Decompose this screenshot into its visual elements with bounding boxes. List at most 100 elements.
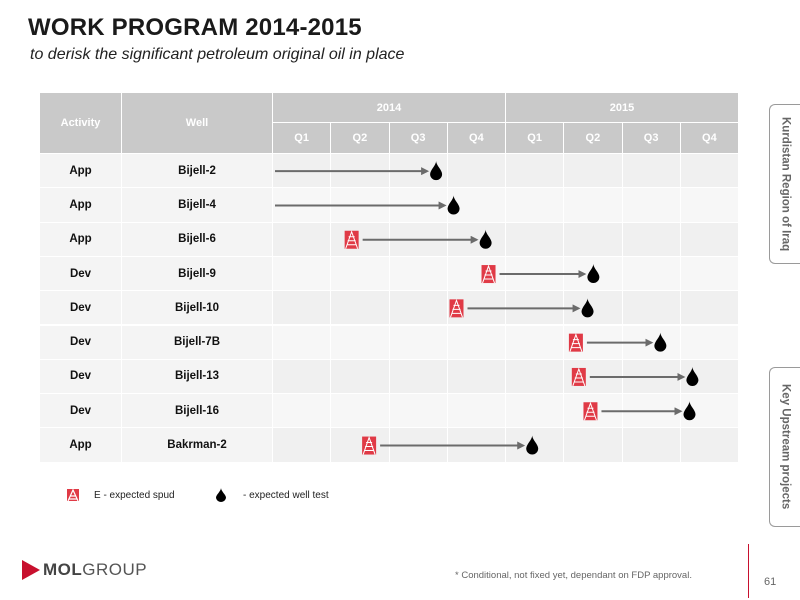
row-well: Bijell-4: [122, 188, 273, 223]
header-quarter: Q2: [564, 123, 623, 154]
header-well: Well: [122, 93, 273, 154]
timeline-cell: [680, 188, 739, 223]
header-quarter: Q1: [273, 123, 332, 154]
timeline-cell: [389, 325, 448, 360]
timeline-cell: [506, 188, 565, 223]
header-quarter: Q4: [680, 123, 739, 154]
well-test-drop-icon: [447, 195, 460, 215]
page-number: 61: [764, 576, 777, 588]
timeline-cell: [680, 256, 739, 292]
well-test-drop-icon: [581, 298, 594, 318]
timeline-cell: [506, 154, 565, 189]
timeline-cell: [564, 428, 623, 463]
row-activity: Dev: [40, 325, 122, 360]
row-well: Bijell-16: [122, 394, 273, 429]
mol-group-logo: MOLGROUP: [22, 560, 147, 580]
timeline-cell: [273, 394, 332, 429]
row-well: Bijell-10: [122, 291, 273, 326]
timeline-cell: [680, 428, 739, 463]
timeline-cell: [680, 222, 739, 257]
well-test-drop-icon: [587, 264, 600, 284]
timeline-cell: [273, 291, 332, 326]
spud-rig-icon: [449, 298, 464, 318]
well-test-drop-icon: [430, 161, 443, 181]
legend-spud: E - expected spud: [66, 488, 175, 502]
timeline-cell: [564, 188, 623, 223]
timeline-cell: [331, 359, 390, 395]
side-tab-kurdistan[interactable]: Kurdistan Region of Iraq: [769, 104, 800, 264]
spud-rig-icon: [568, 333, 583, 352]
row-activity: App: [40, 428, 122, 463]
timeline-cell: [389, 394, 448, 429]
spud-rig-icon: [481, 264, 496, 284]
well-test-drop-icon: [479, 229, 492, 249]
timeline-cell: [506, 394, 565, 429]
timeline-cell: [331, 394, 390, 429]
timeline-cell: [564, 222, 623, 257]
timeline-cell: [331, 291, 390, 326]
mol-logo-icon: [22, 560, 40, 580]
timeline-cell: [447, 188, 506, 223]
timeline-cell: [622, 188, 681, 223]
row-activity: App: [40, 188, 122, 223]
timeline-cell: [506, 222, 565, 257]
work-program-gantt: Activity Well 2014 2015 Q1 Q2 Q3 Q4 Q1 Q2 Q3 Q4 App B…: [40, 93, 739, 463]
timeline-cell: [331, 325, 390, 360]
oil-drop-icon: [216, 488, 226, 502]
header-year: 2014: [273, 93, 506, 123]
timeline-cell: [622, 256, 681, 292]
timeline-cell: [273, 222, 332, 257]
row-well: Bijell-9: [122, 256, 273, 292]
timeline-cell: [331, 256, 390, 292]
timeline-cell: [447, 154, 506, 189]
spud-rig-icon: [583, 401, 598, 421]
header-year: 2015: [506, 93, 739, 123]
timeline-cell: [622, 154, 681, 189]
timeline-cell: [331, 428, 390, 463]
timeline-cell: [447, 394, 506, 429]
timeline-cell: [273, 256, 332, 292]
timeline-cell: [506, 325, 565, 360]
well-test-drop-icon: [526, 435, 539, 455]
timeline-cell: [273, 428, 332, 463]
header-activity: Activity: [40, 93, 122, 154]
timeline-cell: [680, 359, 739, 395]
header-quarter: Q4: [447, 123, 506, 154]
well-test-drop-icon: [686, 366, 699, 386]
gantt-overlay: [275, 161, 699, 455]
header-quarter: Q3: [389, 123, 448, 154]
row-well: Bijell-6: [122, 222, 273, 257]
legend-test-label: - expected well test: [243, 489, 329, 501]
header-quarter: Q3: [622, 123, 681, 154]
spud-rig-icon: [362, 436, 377, 455]
side-tab-key-upstream-label: Key Upstream projects: [779, 384, 792, 510]
row-well: Bakrman-2: [122, 428, 273, 463]
row-activity: Dev: [40, 291, 122, 326]
header-quarter: Q1: [506, 123, 565, 154]
row-well: Bijell-13: [122, 359, 273, 395]
timeline-cell: [680, 154, 739, 189]
timeline-cell: [680, 325, 739, 360]
side-tab-kurdistan-label: Kurdistan Region of Iraq: [779, 116, 792, 252]
rig-icon: [67, 488, 79, 502]
well-test-drop-icon: [654, 332, 667, 352]
timeline-cell: [273, 359, 332, 395]
page-title: WORK PROGRAM 2014-2015: [28, 14, 362, 41]
timeline-cell: [389, 291, 448, 326]
timeline-cell: [447, 325, 506, 360]
well-test-drop-icon: [683, 401, 696, 421]
timeline-cell: [447, 256, 506, 292]
timeline-cell: [506, 359, 565, 395]
legend-test: - expected well test: [215, 488, 329, 502]
timeline-cell: [447, 359, 506, 395]
timeline-cell: [622, 291, 681, 326]
timeline-cell: [273, 325, 332, 360]
side-tab-key-upstream[interactable]: Key Upstream projects: [769, 367, 800, 527]
spud-rig-icon: [344, 230, 359, 249]
row-well: Bijell-7B: [122, 325, 273, 360]
spud-rig-icon: [571, 367, 586, 387]
page-subtitle: to derisk the significant petroleum orig…: [30, 46, 405, 63]
legend-spud-label: E - expected spud: [94, 489, 175, 501]
row-activity: Dev: [40, 394, 122, 429]
timeline-cell: [680, 291, 739, 326]
